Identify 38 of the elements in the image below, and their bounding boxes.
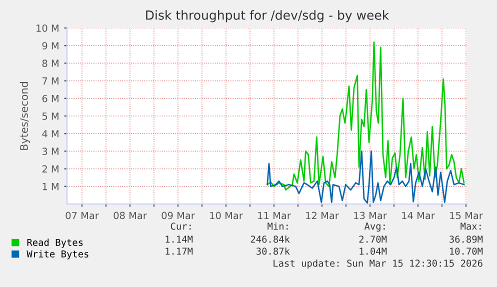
x-tick-label: 13 Mar <box>354 212 387 220</box>
y-tick-label: 4 M <box>42 130 58 138</box>
y-tick-label: 5 M <box>42 112 58 120</box>
text: 246.84k <box>250 235 290 243</box>
chart-title: Disk throughput for /dev/sdg - by week <box>146 10 390 22</box>
y-axis-title: Bytes/second <box>20 82 30 150</box>
y-tick-label: 8 M <box>42 60 58 68</box>
text: Cur: <box>170 222 191 230</box>
y-tick-label: 7 M <box>42 77 58 84</box>
y-tick-label: 10 M <box>36 24 58 32</box>
x-tick-label: 08 Mar <box>114 212 147 220</box>
y-tick-label: 9 M <box>42 42 58 50</box>
text: Last update: Sun Mar 15 12:30:15 2026 <box>274 259 482 269</box>
text: 1.04M <box>360 248 387 255</box>
x-tick-label: 15 Mar <box>450 212 483 220</box>
x-tick-label: 11 Mar <box>258 212 291 220</box>
y-tick-label: 1 M <box>42 183 58 190</box>
text: 30.87k <box>256 247 290 255</box>
text: 1.17M <box>166 248 193 255</box>
x-tick-label: 07 Mar <box>66 212 99 220</box>
text: Max: <box>460 222 481 230</box>
line-series <box>266 41 465 191</box>
x-tick-label: 09 Mar <box>162 212 195 220</box>
text: 1.14M <box>166 236 193 243</box>
legend-label: Read Bytes <box>27 238 83 248</box>
x-tick-label: 10 Mar <box>210 212 243 220</box>
text: Min: <box>268 222 288 230</box>
x-tick-label: 12 Mar <box>306 212 339 220</box>
text: 36.89M <box>450 236 483 243</box>
text: Avg: <box>364 222 385 232</box>
text: 10.70M <box>450 248 483 255</box>
y-tick-label: 2 M <box>42 165 58 172</box>
text: 2.70M <box>359 236 387 243</box>
y-tick-label: 6 M <box>42 94 58 102</box>
line-series <box>266 150 465 204</box>
legend-label: Write Bytes <box>26 250 88 260</box>
y-tick-label: 3 M <box>42 148 58 156</box>
x-tick-label: 14 Mar <box>402 212 435 220</box>
